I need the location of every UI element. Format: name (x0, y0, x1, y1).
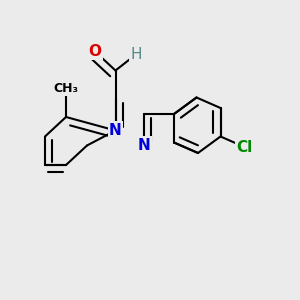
Text: CH₃: CH₃ (53, 82, 79, 95)
Text: N: N (109, 123, 122, 138)
Text: Cl: Cl (236, 140, 253, 154)
Text: H: H (131, 46, 142, 62)
Text: O: O (88, 44, 101, 59)
Text: N: N (138, 138, 150, 153)
